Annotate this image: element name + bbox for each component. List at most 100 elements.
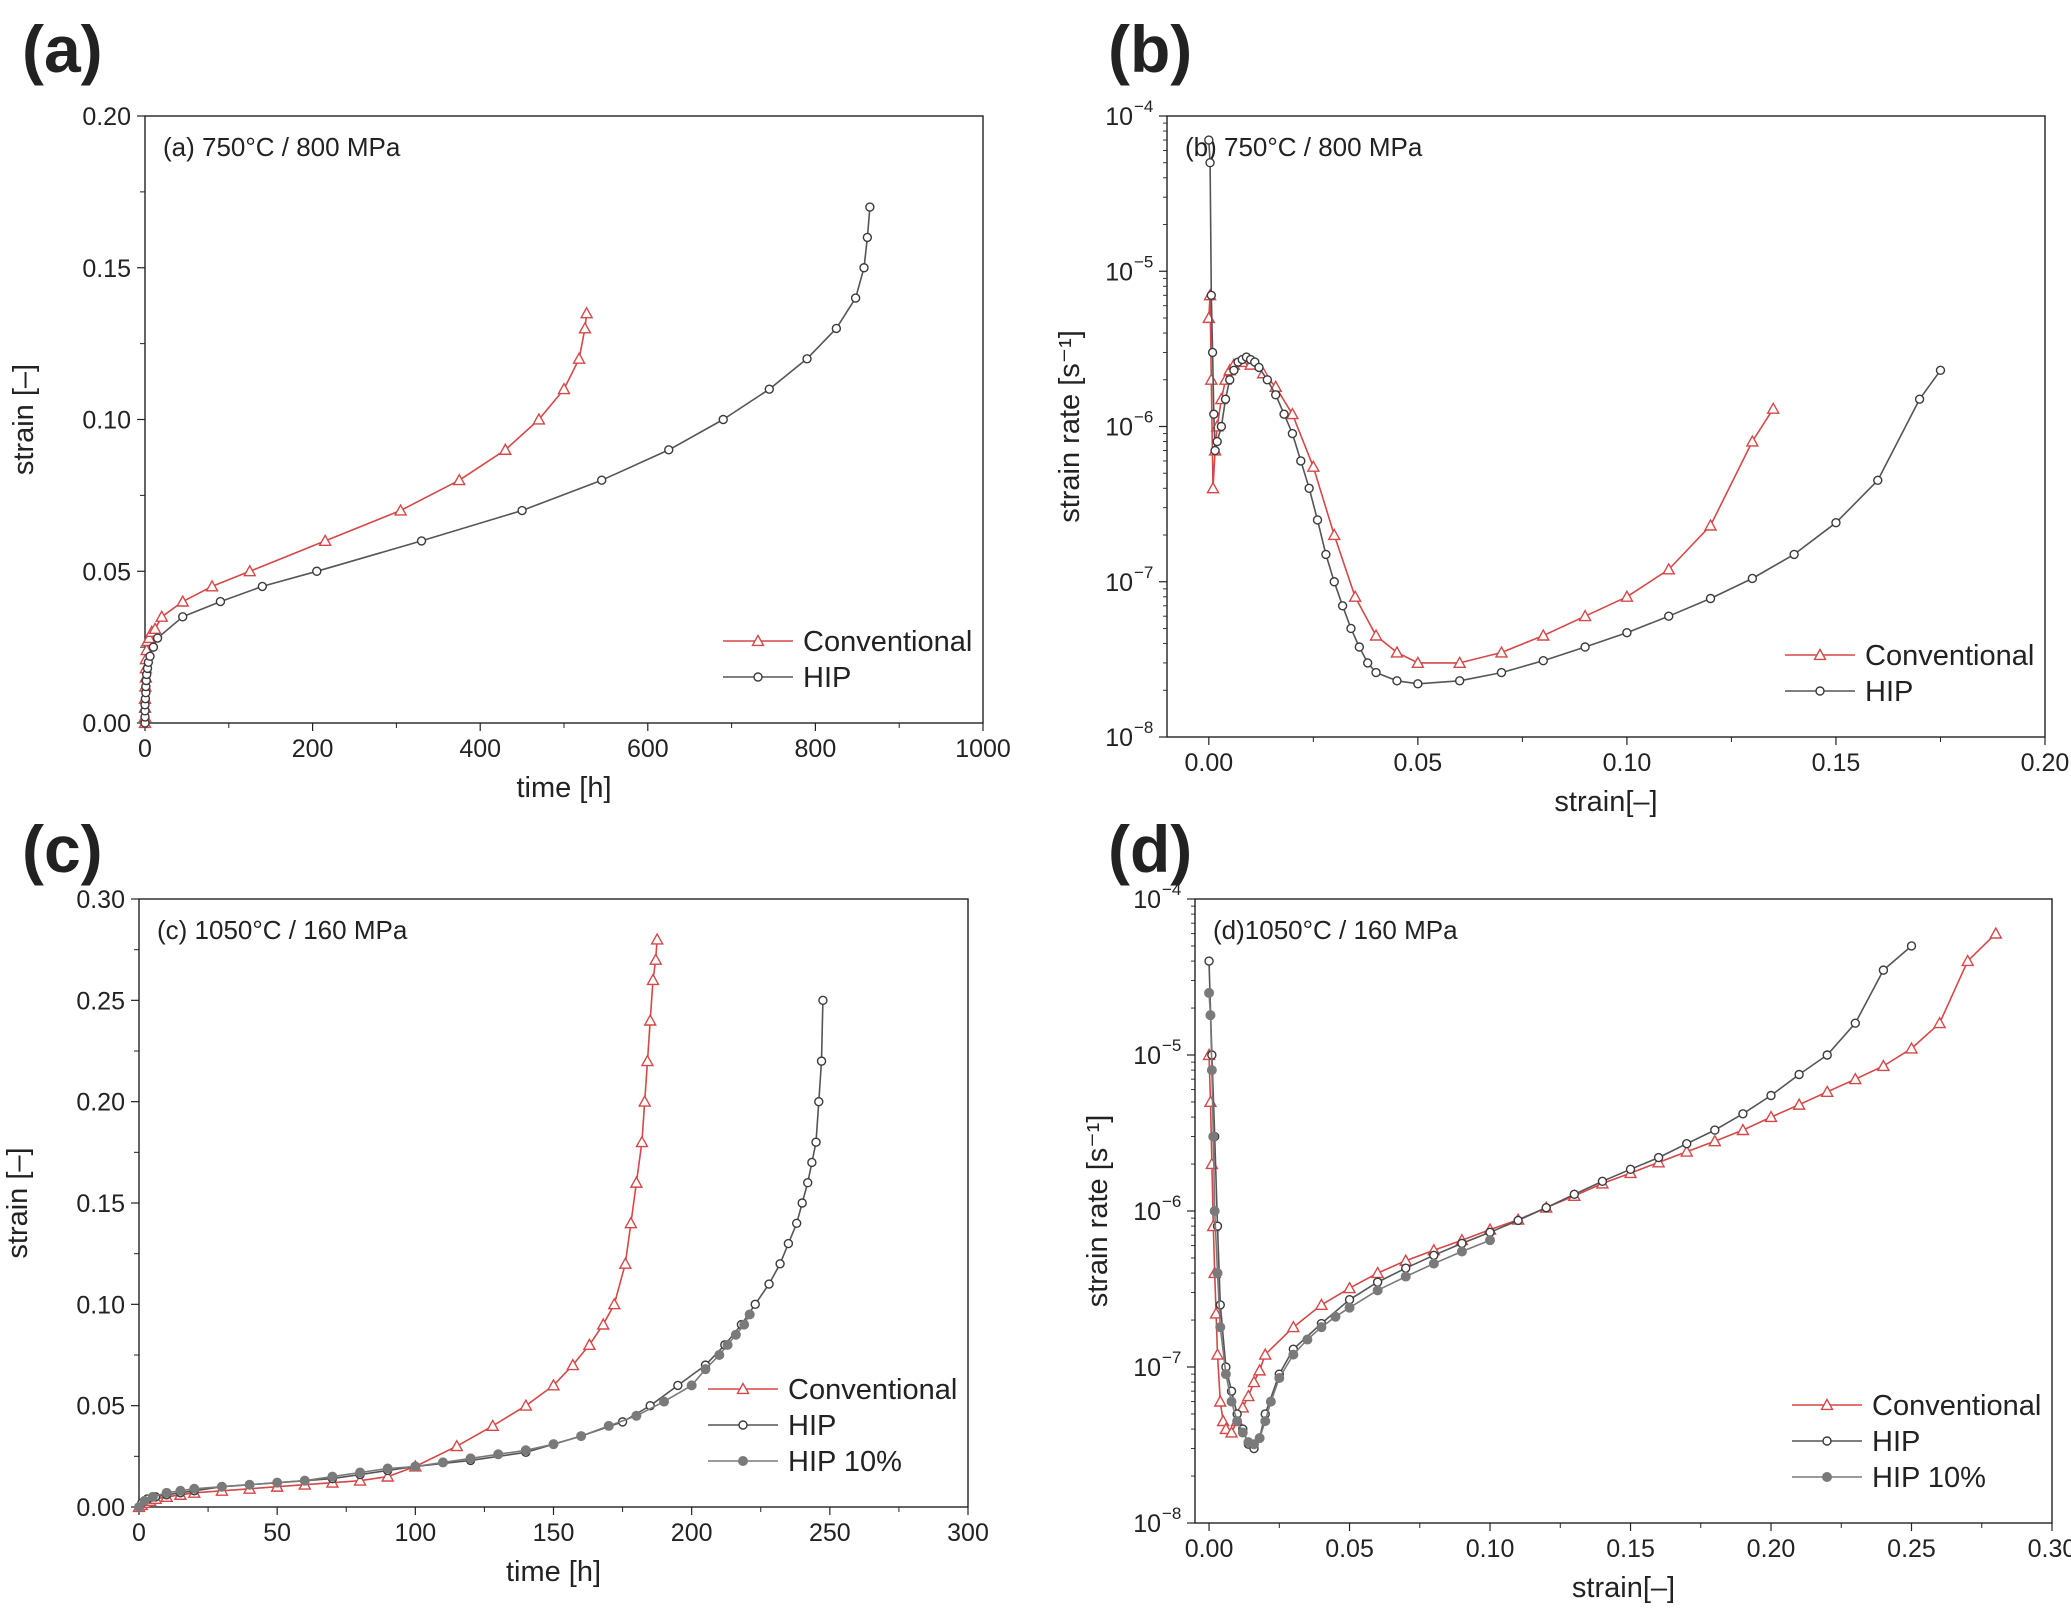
data-point: [572, 351, 586, 364]
legend-item: Conventional: [1792, 1390, 2041, 1422]
x-tick-label: 0.00: [1185, 1535, 1234, 1563]
data-point: [257, 581, 268, 592]
legend: Conventional HIP HIP 10%: [1792, 1390, 2041, 1494]
data-point: [818, 995, 828, 1006]
data-point: [353, 1473, 367, 1486]
data-point: [1288, 1349, 1299, 1360]
x-tick-label: 200: [292, 735, 334, 763]
series-hip: [1204, 135, 1946, 689]
data-point: [452, 473, 466, 486]
data-point: [659, 1396, 670, 1407]
legend-label: HIP: [1865, 676, 1913, 708]
y-tick-label: 10 −4: [1105, 97, 1153, 131]
x-axis-label: time [h]: [506, 1556, 601, 1588]
data-point: [1287, 428, 1298, 439]
y-axis-label: strain [–]: [8, 364, 40, 475]
legend-marker: [751, 634, 765, 647]
y-tick-label: 10 −6: [1105, 408, 1153, 442]
y-axis-label: strain [–]: [2, 1147, 34, 1258]
data-point: [142, 631, 156, 644]
legend-item: HIP 10%: [1792, 1462, 1986, 1494]
data-point: [1456, 1246, 1467, 1257]
data-point: [148, 642, 159, 652]
data-point: [557, 382, 571, 395]
y-axis-label: strain rate [s⁻¹]: [1082, 1115, 1114, 1308]
data-point: [865, 202, 875, 212]
data-point: [161, 1487, 172, 1498]
data-point: [1265, 1396, 1276, 1407]
data-point: [1260, 1416, 1271, 1427]
data-point: [517, 505, 527, 516]
y-tick-label: 0.25: [76, 987, 125, 1015]
data-point: [1371, 667, 1381, 678]
series-hip-10-: [134, 1309, 755, 1512]
data-point: [1454, 676, 1465, 686]
y-tick-exponent: −5: [1162, 1036, 1181, 1055]
data-point: [1204, 372, 1219, 385]
data-point: [1348, 589, 1362, 602]
x-tick-label: 0.05: [1394, 749, 1443, 777]
legend-label: Conventional: [803, 626, 972, 658]
y-tick-label: 0.15: [82, 255, 131, 283]
data-point: [807, 1157, 817, 1168]
legend-item: HIP: [708, 1410, 836, 1442]
data-point: [1252, 1363, 1267, 1376]
data-point: [739, 1319, 750, 1330]
data-point: [145, 651, 155, 661]
data-point: [673, 1380, 683, 1391]
x-tick-label: 600: [627, 735, 669, 763]
legend-label: Conventional: [1872, 1390, 2041, 1422]
data-point: [1400, 1271, 1411, 1282]
y-tick-base: 10: [1133, 886, 1161, 914]
data-point: [1878, 965, 1889, 975]
x-tick-label: 100: [394, 1519, 436, 1547]
legend-label: HIP: [803, 662, 851, 694]
data-point: [1873, 475, 1883, 486]
data-point: [1682, 1139, 1692, 1149]
data-point: [1220, 394, 1231, 404]
data-point: [1764, 1110, 1778, 1123]
legend-marker: [753, 672, 763, 682]
y-tick-label: 0.05: [76, 1393, 125, 1421]
data-point: [764, 1279, 774, 1289]
data-point: [1485, 1227, 1495, 1238]
data-point: [1254, 1433, 1265, 1444]
data-point: [862, 232, 873, 243]
data-point: [382, 1463, 393, 1474]
legend-item: Conventional: [723, 626, 972, 658]
data-point: [1210, 445, 1220, 456]
data-point: [410, 1461, 421, 1472]
data-point: [139, 1495, 150, 1506]
data-point: [1209, 1206, 1220, 1216]
legend-marker: [738, 1456, 748, 1466]
y-tick-base: 10: [1133, 1042, 1161, 1070]
chart-a: (a) 0 200 400 600 800 1000 0.00 0.05 0.10 0.15 0.20…: [8, 12, 1011, 804]
data-point: [312, 566, 322, 576]
data-point: [1285, 407, 1300, 420]
data-point: [635, 1135, 649, 1148]
legend-item: Conventional: [1785, 640, 2034, 672]
data-point: [1789, 549, 1799, 560]
legend-item: HIP: [723, 662, 851, 694]
y-tick-label: 0.05: [82, 558, 131, 586]
y-tick-label: 0.10: [76, 1291, 125, 1319]
data-point: [1372, 1277, 1383, 1287]
data-point: [1312, 515, 1323, 525]
chart-title: (c) 1050°C / 160 MPa: [157, 915, 408, 945]
data-point: [1346, 623, 1356, 634]
data-point: [1538, 656, 1548, 666]
legend-marker: [736, 1382, 750, 1395]
data-point: [486, 1418, 500, 1432]
y-tick-base: 10: [1133, 1354, 1161, 1382]
data-point: [519, 1398, 533, 1411]
x-tick-label: 150: [533, 1519, 575, 1547]
x-tick-label: 0: [132, 1519, 146, 1547]
panel-letter-b: (b): [1108, 12, 1192, 86]
data-point: [1212, 1268, 1223, 1279]
y-tick-base: 10: [1105, 724, 1133, 752]
x-tick-label: 0.15: [1812, 749, 1861, 777]
data-point: [1344, 1295, 1355, 1305]
data-point: [1848, 1072, 1863, 1085]
data-point: [381, 1469, 395, 1482]
